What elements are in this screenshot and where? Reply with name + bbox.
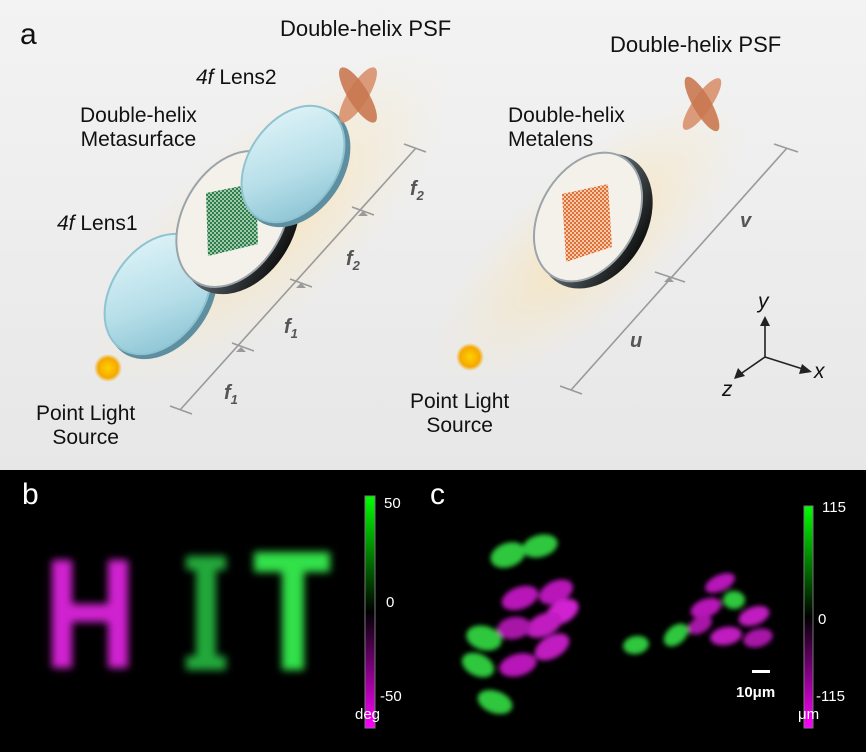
dim-u: u — [630, 330, 643, 352]
dim-f2-upper: f2 — [410, 178, 424, 204]
colorbar-b — [364, 495, 376, 729]
lens1-name: Lens1 — [80, 212, 138, 235]
source-left-line2: Source — [52, 426, 119, 450]
metasurface-label-line1: Double-helix — [80, 104, 197, 127]
source-label-right: Point Light Source — [410, 390, 509, 438]
colorbar-b-min: -50 — [380, 688, 402, 705]
colorbar-c-unit: μm — [798, 706, 820, 723]
panel-a-letter: a — [20, 18, 37, 51]
metalens-pattern — [562, 184, 612, 262]
axis-arrowheads — [734, 316, 812, 379]
source-label-left: Point Light Source — [36, 402, 135, 450]
dim-f2-upper-sub: 2 — [416, 188, 424, 203]
colorbar-c — [803, 505, 814, 729]
coordinate-axes — [738, 322, 807, 376]
dim-f2-upper-symbol: f — [410, 178, 417, 200]
dim-f2-lower-sub: 2 — [352, 258, 360, 273]
dimension-arrow-right — [664, 277, 674, 282]
source-left-line1: Point Light — [36, 402, 136, 425]
lens2-f: 4f — [196, 66, 214, 89]
lens2 — [240, 104, 351, 228]
psf-title-right: Double-helix PSF — [610, 32, 782, 57]
lens1-label: 4f Lens1 — [57, 212, 138, 236]
metalens-label-line2: Metalens — [508, 128, 594, 152]
point-source-left — [94, 354, 122, 382]
dim-f1-lower-symbol: f — [224, 382, 231, 404]
metalens-label: Double-helix Metalens — [508, 104, 625, 152]
axis-z-label: z — [722, 378, 733, 401]
panel-a: a Double-helix PSF 4f Lens2 Double-helix… — [0, 0, 866, 470]
dimension-arrows-left — [236, 211, 368, 352]
axis-x-label: x — [814, 360, 825, 383]
colorbar-b-max: 50 — [384, 495, 401, 512]
double-helix-psf-left — [339, 67, 377, 123]
point-source-right — [456, 343, 484, 371]
psf-spots — [461, 534, 773, 715]
source-right-line2: Source — [426, 414, 493, 438]
metasurface-label: Double-helix Metasurface — [80, 104, 197, 152]
dim-f1-upper: f1 — [284, 316, 298, 342]
dim-f1-upper-symbol: f — [284, 316, 291, 338]
metalens — [532, 151, 653, 289]
panel-b-letter: b — [22, 478, 39, 511]
lens2-label: 4f Lens2 — [196, 66, 277, 90]
psf-title-left: Double-helix PSF — [280, 16, 452, 41]
lens2-name: Lens2 — [219, 66, 277, 89]
colorbar-b-mid: 0 — [386, 594, 395, 611]
axis-y-label: y — [758, 290, 769, 313]
scale-bar — [752, 670, 770, 673]
dim-f2-lower-symbol: f — [346, 248, 353, 270]
letter-h — [52, 560, 128, 668]
letter-t — [254, 552, 330, 670]
colorbar-b-unit: deg — [355, 706, 381, 723]
lens1-f: 4f — [57, 212, 75, 235]
metalens-label-line1: Double-helix — [508, 104, 625, 127]
panel-a-illustration — [88, 52, 812, 415]
colorbar-c-max: 115 — [822, 499, 846, 516]
dim-f1-lower: f1 — [224, 382, 238, 408]
metasurface-label-line2: Metasurface — [80, 128, 197, 152]
source-right-line1: Point Light — [410, 390, 510, 413]
dimension-line-right — [559, 143, 799, 395]
dim-v: v — [740, 210, 752, 232]
panel-c-letter: c — [430, 478, 445, 511]
dim-f2-lower: f2 — [346, 248, 360, 274]
dim-f1-lower-sub: 1 — [230, 392, 238, 407]
colorbar-c-mid: 0 — [818, 611, 827, 628]
panels-b-c: b c 50 0 -50 deg 115 0 -115 μm 10μm — [0, 470, 866, 752]
dim-f1-upper-sub: 1 — [290, 326, 298, 341]
scale-bar-label: 10μm — [736, 684, 776, 701]
double-helix-psf-right — [682, 76, 722, 132]
letter-i — [186, 556, 226, 670]
colorbar-c-min: -115 — [816, 688, 845, 705]
panels-b-c-graphics — [52, 495, 814, 729]
